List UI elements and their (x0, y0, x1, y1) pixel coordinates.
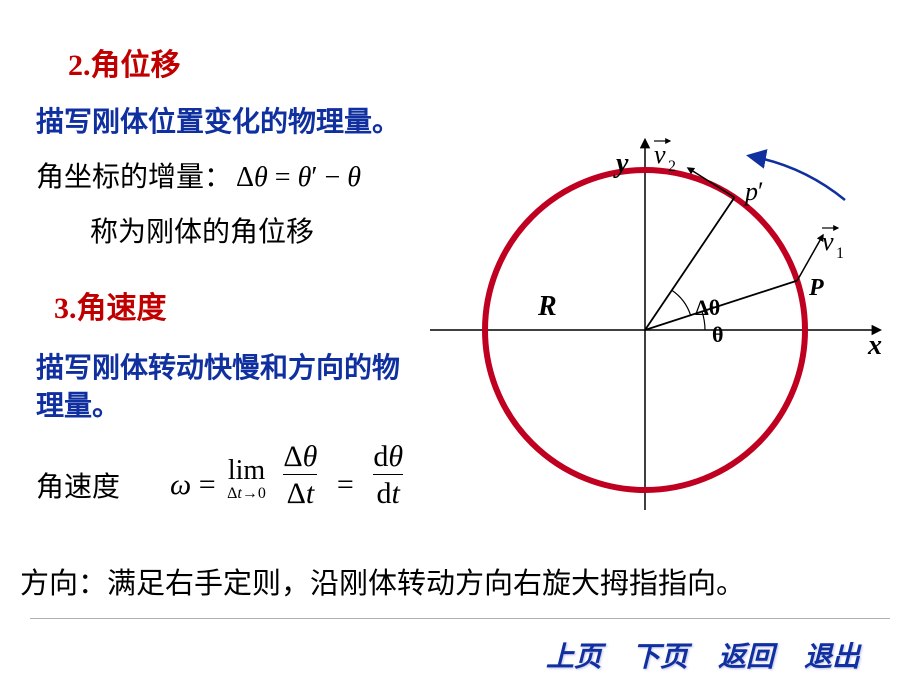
v1-label: v 1 (822, 227, 844, 262)
rotation-arrow (750, 156, 845, 200)
section3-line4: 方向：满足右手定则，沿刚体转动方向右旋大拇指指向。 (20, 560, 745, 602)
section3-title: 角速度 (77, 292, 167, 325)
nav-back[interactable]: 返回 (718, 635, 774, 675)
section2-number: 2. (68, 49, 91, 82)
section3-number: 3. (54, 292, 77, 325)
x-label: x (867, 330, 882, 361)
section2-line1: 描写刚体位置变化的物理量。 (36, 100, 400, 140)
arc-dtheta (672, 290, 691, 315)
y-label: y (613, 148, 629, 179)
P-label: P (808, 275, 824, 301)
R-label: R (537, 291, 557, 322)
divider (30, 618, 890, 619)
dtheta-label: Δθ (695, 295, 720, 320)
rotation-diagram: x y R Δθ θ P p′ v 1 v 2 (430, 120, 910, 550)
section3-heading: 3.角速度 (54, 283, 167, 327)
section3-line1: 描写刚体转动快慢和方向的物理量。 (36, 350, 416, 426)
svg-text:1: 1 (836, 245, 844, 262)
radius-Pprime (645, 197, 735, 330)
svg-text:2: 2 (668, 158, 676, 175)
section2-line2-label: 角坐标的增量： (36, 162, 232, 193)
section2-line2-formula: Δθ = θ′ − θ (236, 162, 361, 193)
nav-bar: 上页 下页 返回 退出 (546, 635, 860, 675)
section2-line3: 称为刚体的角位移 (90, 210, 314, 250)
v2-vector (688, 168, 735, 197)
section2-line2: 角坐标的增量： Δθ = θ′ − θ (36, 155, 361, 195)
v1-vector (797, 235, 823, 281)
svg-text:v: v (822, 227, 834, 256)
svg-text:v: v (654, 140, 666, 169)
nav-next[interactable]: 下页 (632, 635, 688, 675)
theta-label: θ (712, 322, 723, 347)
section2-heading: 2.角位移 (68, 40, 181, 84)
diagram-group: x y R Δθ θ P p′ v 1 v 2 (430, 140, 882, 510)
Pprime-label: p′ (743, 177, 764, 206)
section3-line2-label: 角速度 (36, 465, 120, 505)
nav-exit[interactable]: 退出 (804, 635, 860, 675)
section2-title: 角位移 (91, 49, 181, 82)
slide: 2.角位移 描写刚体位置变化的物理量。 角坐标的增量： Δθ = θ′ − θ … (0, 0, 920, 690)
nav-prev[interactable]: 上页 (546, 635, 602, 675)
omega-formula: ω = lim Δt→0 Δθ Δt = dθ dt (170, 440, 409, 511)
